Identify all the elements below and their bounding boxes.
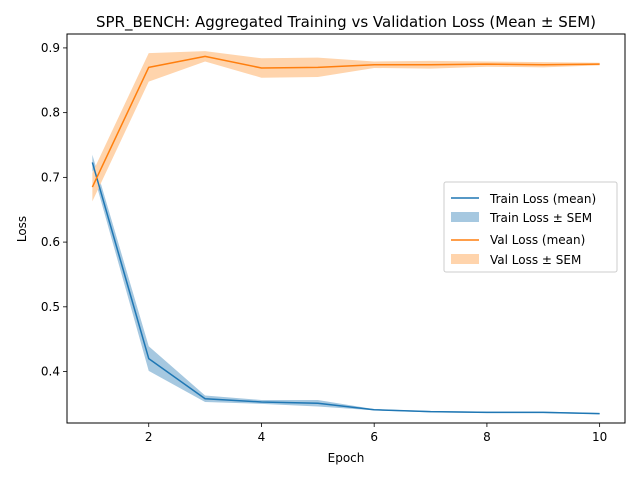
legend-train-sem-swatch — [451, 212, 479, 222]
y-tick-label: 0.4 — [41, 365, 60, 379]
y-axis-ticks: 0.4 0.5 0.6 0.7 0.8 0.9 — [41, 41, 67, 379]
legend-box — [443, 181, 618, 273]
val-mean-line — [91, 55, 600, 188]
chart-title: SPR_BENCH: Aggregated Training vs Valida… — [96, 13, 596, 32]
y-tick-label: 0.8 — [41, 106, 60, 120]
x-tick-label: 4 — [258, 430, 266, 444]
mean-lines — [91, 55, 600, 415]
legend-val-mean-label: Val Loss (mean) — [490, 233, 585, 247]
x-tick-label: 6 — [370, 430, 378, 444]
x-axis-ticks: 2 4 6 8 10 — [145, 423, 607, 444]
legend-train-sem-label: Train Loss ± SEM — [489, 211, 592, 225]
y-tick-label: 0.9 — [41, 41, 60, 55]
y-tick-label: 0.7 — [41, 170, 60, 184]
plot-frame — [66, 33, 626, 424]
x-tick-label: 10 — [592, 430, 607, 444]
y-axis-label: Loss — [15, 216, 29, 242]
legend-val-sem-label: Val Loss ± SEM — [490, 253, 581, 267]
y-tick-label: 0.6 — [41, 235, 60, 249]
val-sem-band — [92, 51, 600, 202]
legend: Train Loss (mean) Train Loss ± SEM Val L… — [443, 181, 618, 273]
legend-train-mean-label: Train Loss (mean) — [489, 192, 596, 206]
train-mean-line — [91, 162, 600, 415]
x-axis-label: Epoch — [328, 451, 365, 465]
y-tick-label: 0.5 — [41, 300, 60, 314]
x-tick-label: 8 — [483, 430, 491, 444]
legend-val-sem-swatch — [451, 254, 479, 264]
sem-bands — [92, 51, 600, 415]
x-tick-label: 2 — [145, 430, 153, 444]
